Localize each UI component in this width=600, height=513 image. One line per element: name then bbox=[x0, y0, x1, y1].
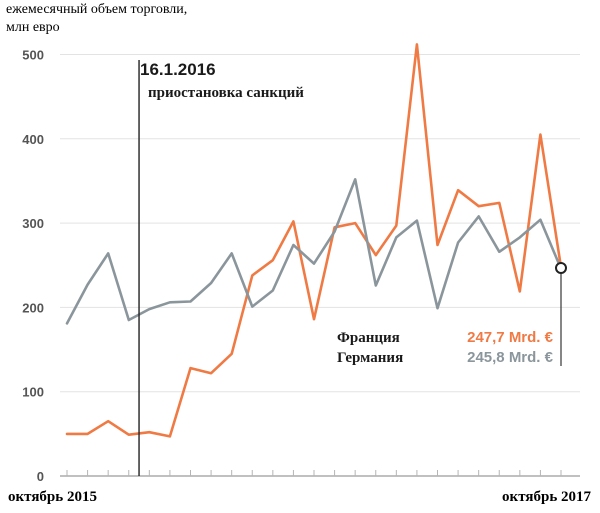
y-tick-label: 100 bbox=[22, 385, 44, 400]
y-axis-title-line2: млн евро bbox=[6, 20, 60, 35]
y-tick-label: 500 bbox=[22, 48, 44, 63]
series-line-france bbox=[65, 43, 563, 438]
legend-france-name: Франция bbox=[337, 330, 400, 346]
y-axis-title-line1: ежемесячный объем торговли, bbox=[6, 2, 187, 17]
x-start-label: октябрь 2015 bbox=[8, 489, 97, 505]
legend-france-value: 247,7 Mrd. € bbox=[467, 329, 554, 346]
endpoint-marker bbox=[555, 261, 567, 274]
y-tick-label: 200 bbox=[22, 300, 44, 315]
y-tick-label: 400 bbox=[22, 132, 44, 147]
x-end-label: октябрь 2017 bbox=[502, 489, 591, 505]
series-line-germany bbox=[65, 178, 563, 325]
y-axis-ticks: 0 100 200 300 400 500 bbox=[22, 48, 44, 485]
series-lines bbox=[65, 43, 567, 438]
y-tick-label: 300 bbox=[22, 216, 44, 231]
gridlines bbox=[60, 54, 580, 393]
legend-germany-name: Германия bbox=[337, 350, 403, 366]
y-tick-label: 0 bbox=[37, 469, 44, 484]
event-date-label: 16.1.2016 bbox=[140, 60, 216, 79]
legend-germany-value: 245,8 Mrd. € bbox=[467, 349, 554, 366]
x-axis bbox=[60, 470, 580, 477]
event-description-label: приостановка санкций bbox=[148, 85, 304, 101]
